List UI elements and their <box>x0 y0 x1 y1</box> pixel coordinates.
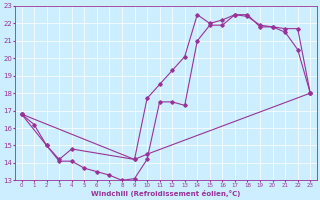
X-axis label: Windchill (Refroidissement éolien,°C): Windchill (Refroidissement éolien,°C) <box>91 190 241 197</box>
